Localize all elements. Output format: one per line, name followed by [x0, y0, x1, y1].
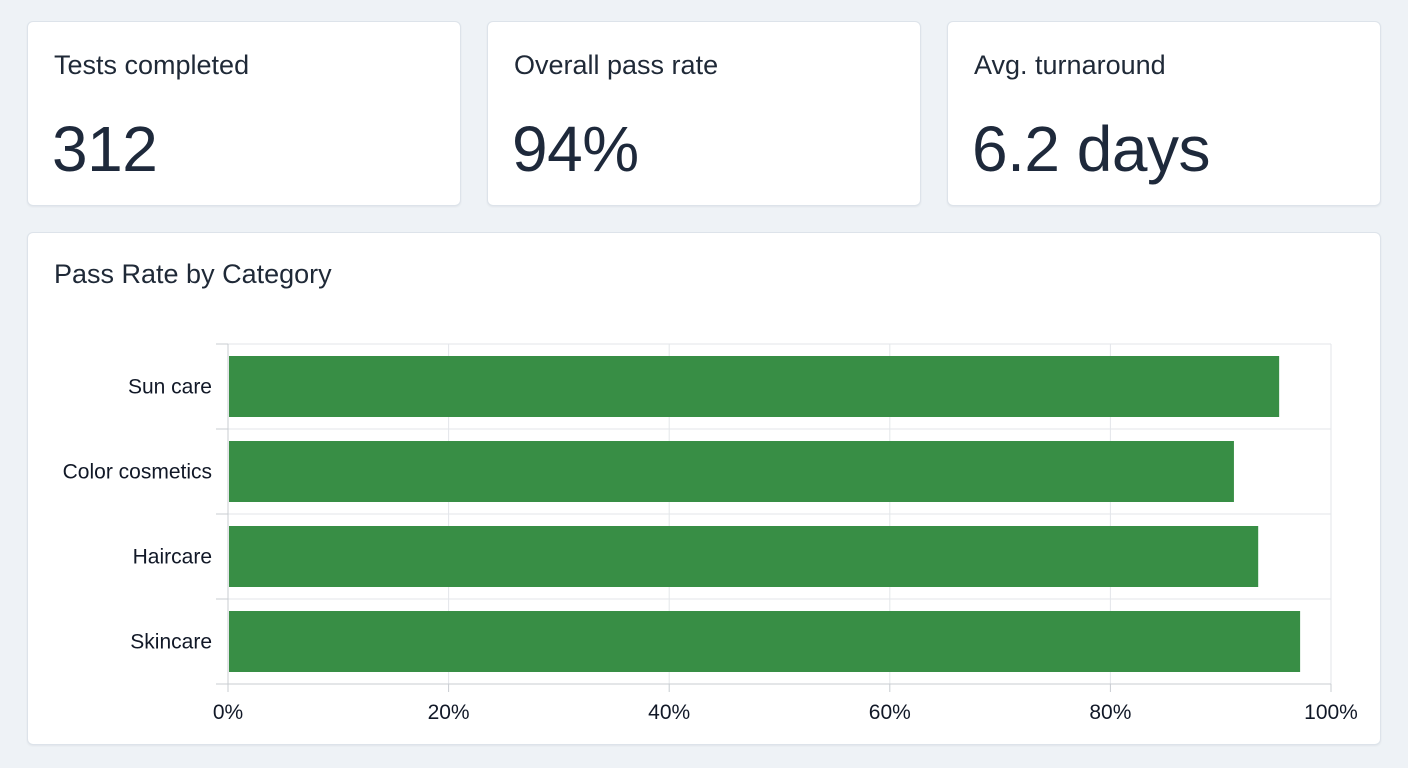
x-tick-label: 60% — [869, 701, 911, 724]
kpi-label: Overall pass rate — [514, 50, 719, 80]
bar — [229, 441, 1234, 502]
kpi-value: 94% — [512, 113, 639, 185]
bar — [229, 611, 1301, 672]
kpi-value: 6.2 days — [972, 113, 1210, 185]
kpi-label: Tests completed — [54, 50, 250, 80]
chart-title: Pass Rate by Category — [54, 259, 332, 289]
bar — [229, 356, 1280, 417]
bar-chart: 0% 20% 40% 60% 80% 100% Sun care Color cosmetic… — [63, 343, 1358, 724]
category-label: Sun care — [128, 376, 212, 399]
x-tick-label: 40% — [648, 701, 690, 724]
category-label: Haircare — [133, 546, 212, 569]
kpi-card-tests-completed: Tests completed 312 — [27, 21, 461, 206]
kpi-value: 312 — [52, 113, 158, 185]
category-label: Color cosmetics — [63, 461, 212, 484]
x-tick-label: 80% — [1089, 701, 1131, 724]
category-label: Skincare — [130, 631, 212, 654]
pass-rate-chart-card: Pass Rate by Category 0% 20% 40% 60% 80% 100%… — [27, 232, 1381, 745]
x-tick-label: 100% — [1304, 701, 1358, 724]
kpi-card-overall-pass-rate: Overall pass rate 94% — [487, 21, 921, 206]
kpi-card-avg-turnaround: Avg. turnaround 6.2 days — [947, 21, 1381, 206]
kpi-label: Avg. turnaround — [974, 50, 1166, 80]
x-tick-label: 20% — [428, 701, 470, 724]
x-tick-label: 0% — [213, 701, 243, 724]
bar — [229, 526, 1259, 587]
